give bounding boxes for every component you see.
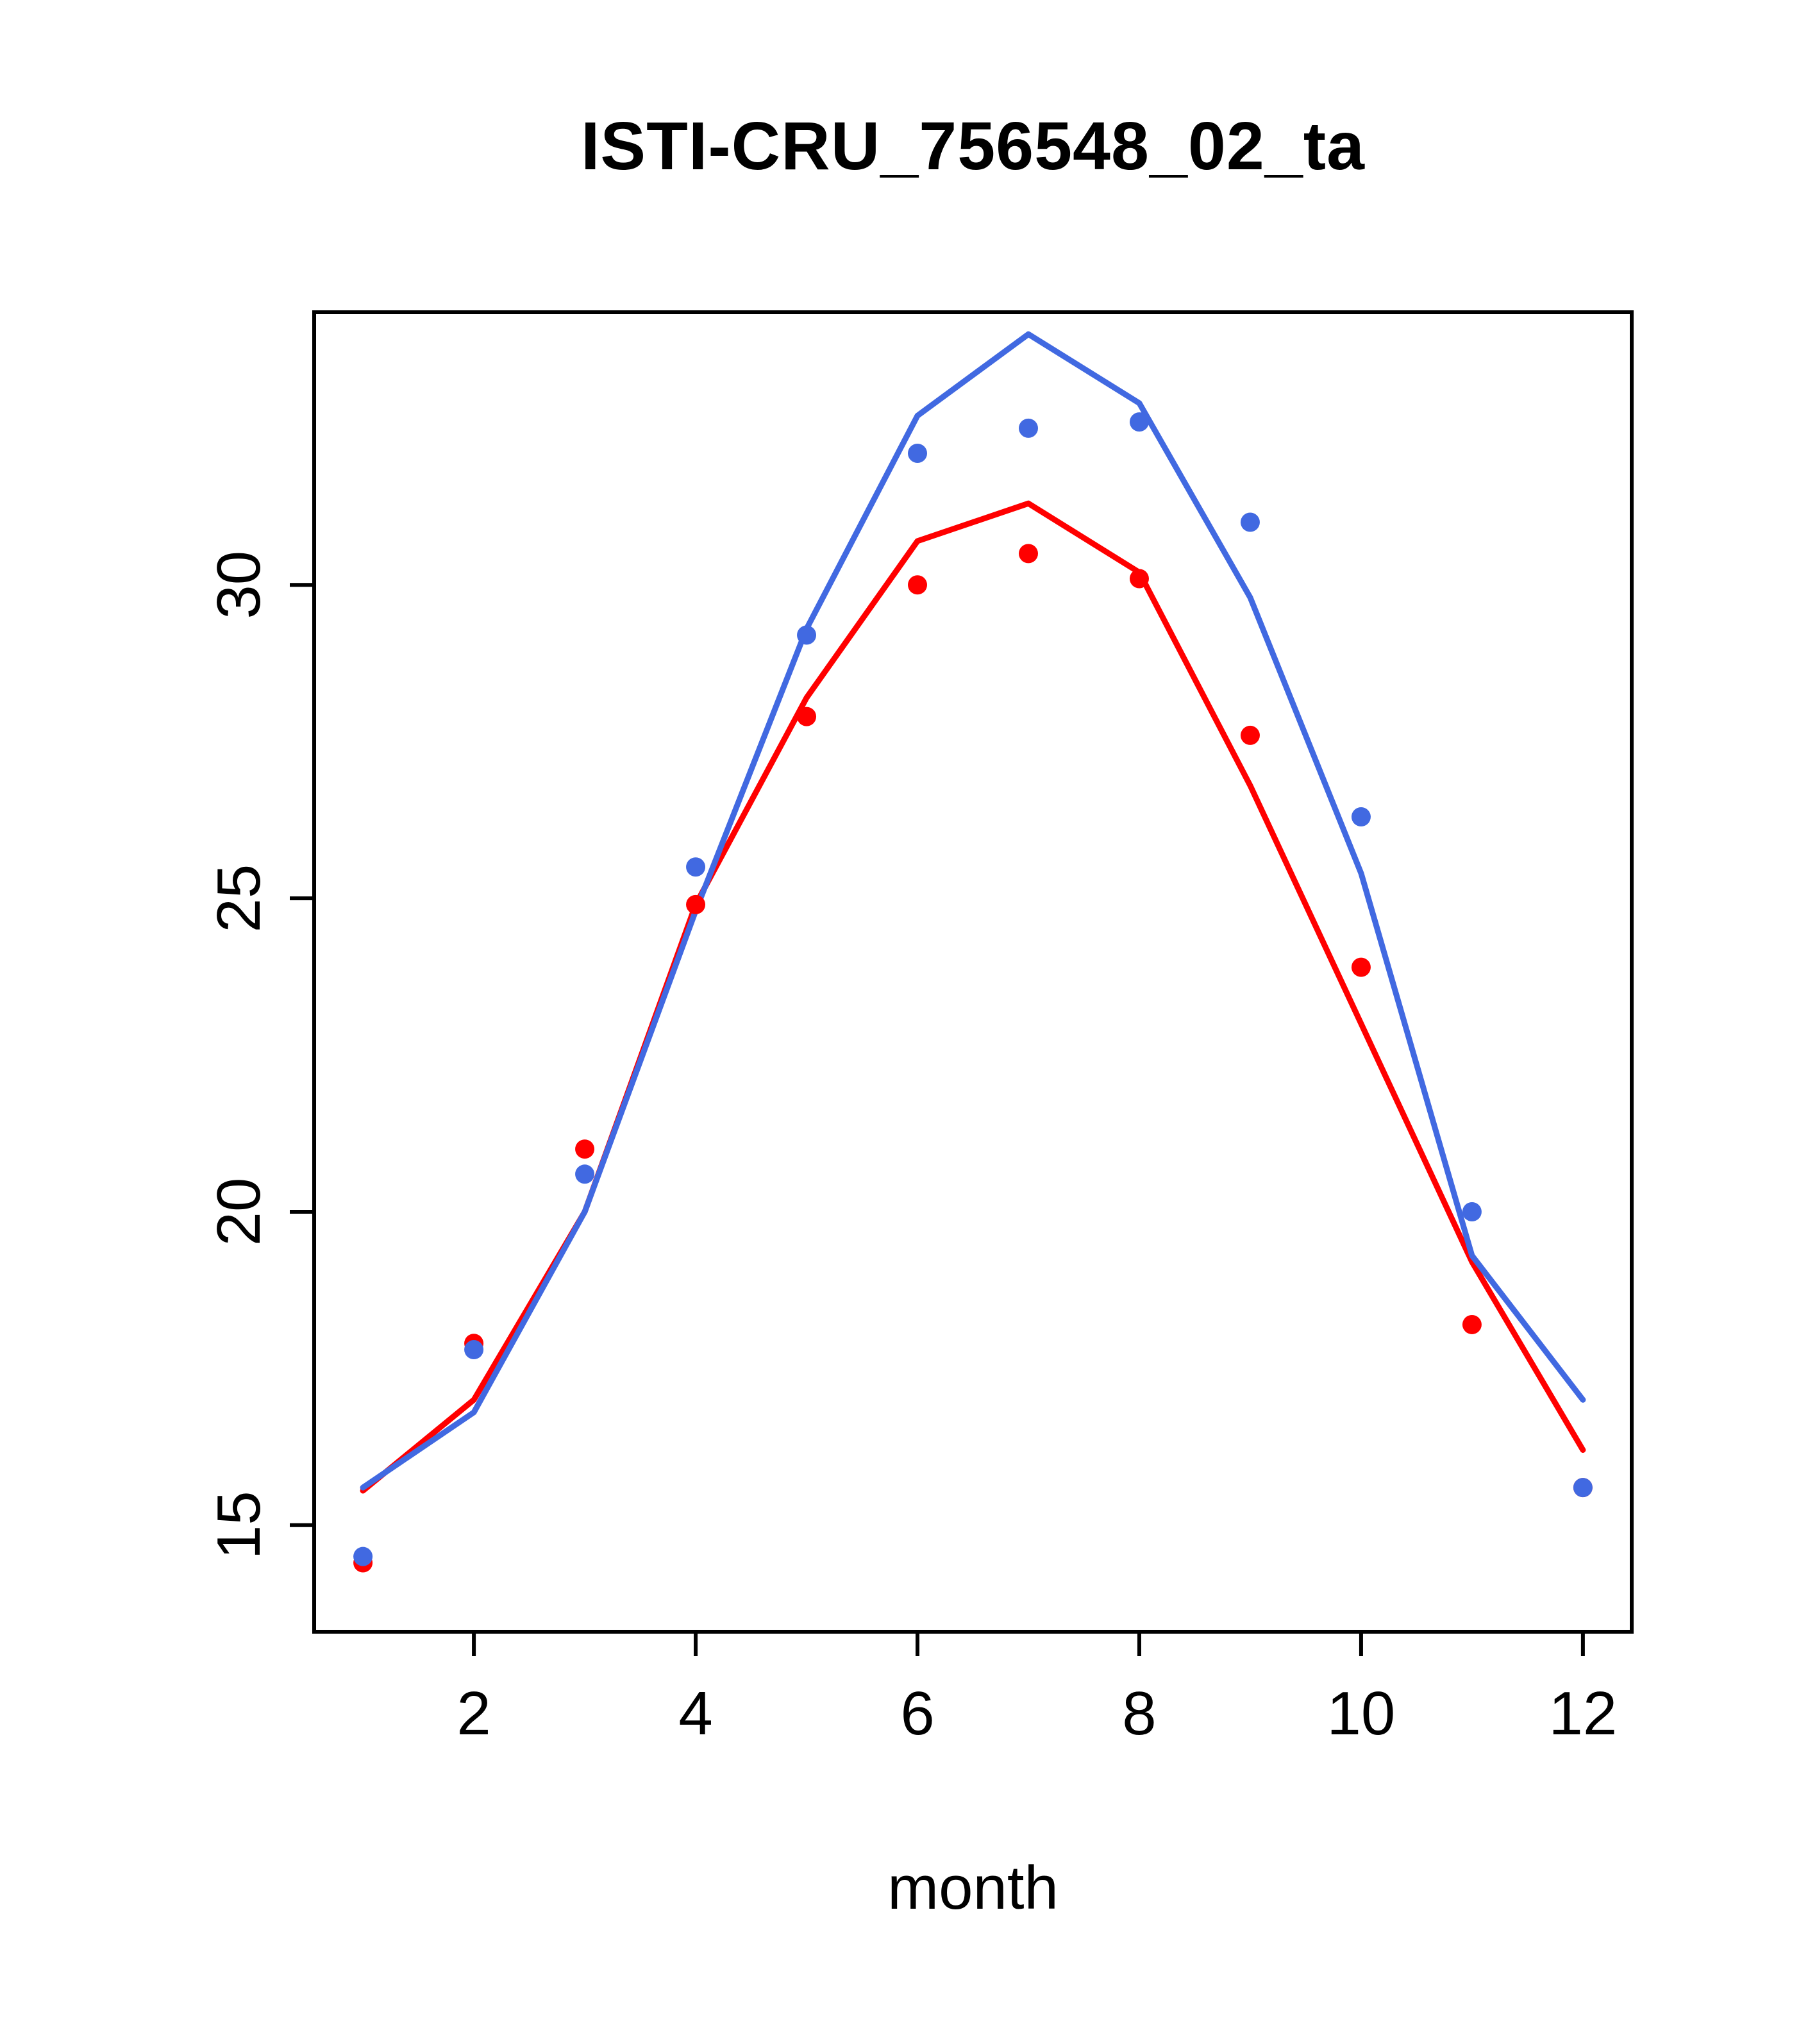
series-red-points-marker (575, 1139, 595, 1159)
x-tick-label: 12 (1548, 1679, 1617, 1748)
series-blue-points-marker (797, 625, 817, 645)
series-red-points-marker (908, 575, 928, 595)
x-tick-label: 4 (678, 1679, 712, 1748)
plot-border (312, 310, 1634, 1634)
series-blue-points-marker (1240, 512, 1260, 532)
series-blue-points-marker (353, 1546, 373, 1566)
chart-title: ISTI-CRU_756548_02_ta (580, 108, 1366, 184)
series-red-points-marker (1018, 544, 1038, 564)
series-red-points-marker (797, 707, 817, 726)
x-tick-label: 2 (456, 1679, 490, 1748)
y-tick-label: 30 (205, 551, 273, 619)
series-blue-points-marker (686, 857, 706, 877)
series-red-points-marker (1351, 957, 1371, 977)
series-blue-points-marker (1129, 412, 1149, 432)
x-tick-label: 10 (1327, 1679, 1396, 1748)
series-red-points-marker (1129, 569, 1149, 589)
series-blue-points-marker (575, 1164, 595, 1184)
series-blue-points-marker (908, 443, 928, 463)
series-blue-points-marker (464, 1340, 484, 1360)
y-tick-label: 15 (205, 1491, 273, 1559)
series-blue-line (360, 331, 1586, 1491)
x-axis-label: month (887, 1854, 1059, 1922)
series-blue-points-marker (1462, 1202, 1482, 1221)
series-red-points-marker (1462, 1314, 1482, 1334)
x-tick-label: 6 (900, 1679, 934, 1748)
series-red-points-marker (686, 894, 706, 914)
x-tick-label: 8 (1122, 1679, 1156, 1748)
series-blue-points-marker (1573, 1478, 1593, 1498)
series-blue-points-marker (1351, 807, 1371, 827)
y-tick-label: 20 (205, 1178, 273, 1246)
y-tick-label: 25 (205, 864, 273, 933)
series-blue-points-marker (1018, 418, 1038, 438)
series-red-points-marker (1240, 725, 1260, 745)
